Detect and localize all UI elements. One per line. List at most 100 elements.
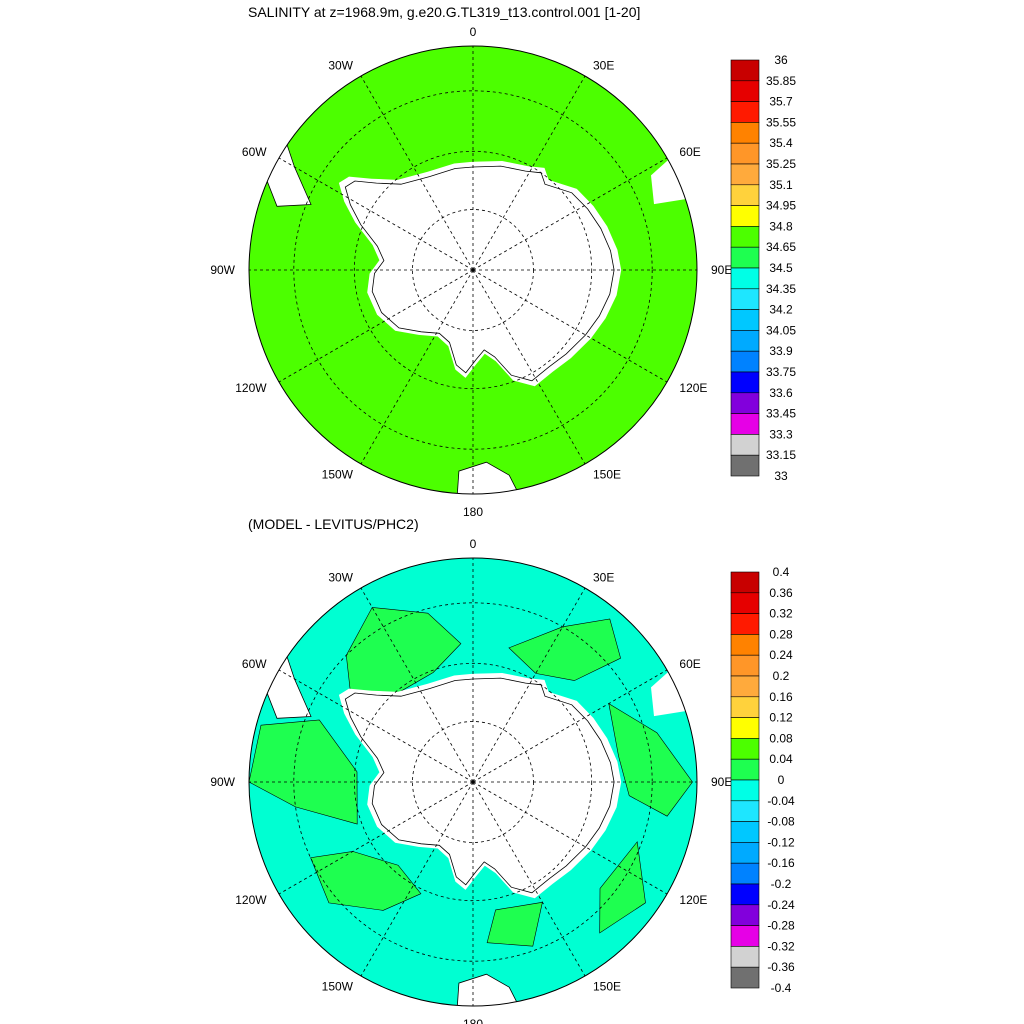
meridian-gridline	[278, 269, 474, 383]
longitude-label: 0	[470, 537, 477, 551]
longitude-label: 60E	[679, 145, 700, 159]
meridian-gridline	[278, 669, 474, 783]
colorbar-label: 36	[774, 53, 788, 67]
colorbar-label: 34.2	[769, 303, 793, 317]
longitude-label: 120W	[235, 893, 267, 907]
colorbar-swatch	[730, 122, 760, 144]
colorbar-swatch	[730, 966, 760, 989]
meridian-gridline	[472, 75, 586, 271]
positive-anomaly-region	[599, 841, 646, 934]
colorbar-label: 35.25	[766, 157, 796, 171]
colorbar-label: 33	[774, 469, 788, 483]
colorbar-label: 34.8	[769, 219, 793, 233]
colorbar-swatch	[730, 904, 760, 926]
colorbar-swatch	[730, 800, 760, 822]
colorbar-label: -0.4	[771, 981, 792, 995]
latitude-gridline	[353, 150, 593, 390]
colorbar-label: 33.75	[766, 365, 796, 379]
latitude-gridline	[293, 90, 653, 450]
colorbar-label: 34.05	[766, 323, 796, 337]
colorbar-swatch	[730, 226, 760, 248]
longitude-label: 90W	[210, 263, 235, 277]
difference-map-title: (MODEL - LEVITUS/PHC2)	[248, 516, 419, 532]
longitude-label: 150W	[322, 979, 354, 993]
colorbar-label: 35.4	[769, 136, 793, 150]
colorbar-swatch	[730, 413, 760, 435]
longitude-label: 30W	[328, 59, 353, 73]
latitude-gridline	[353, 662, 593, 902]
positive-anomaly-region	[249, 719, 358, 825]
longitude-label: 30E	[593, 59, 614, 73]
colorbar-swatch	[730, 246, 760, 269]
colorbar-swatch	[730, 821, 760, 843]
positive-anomaly-region	[486, 901, 543, 947]
colorbar-swatch	[730, 267, 760, 290]
meridian-gridline	[360, 269, 474, 465]
longitude-label: 60W	[242, 145, 267, 159]
colorbar-swatch	[730, 571, 760, 594]
colorbar-label: 35.85	[766, 74, 796, 88]
colorbar-swatch	[730, 184, 760, 206]
colorbar-swatch	[730, 434, 760, 456]
meridian-gridline	[472, 269, 586, 465]
colorbar-swatch	[730, 654, 760, 677]
colorbar-label: 33.3	[769, 427, 793, 441]
salinity-map-panel: 0 30E 60E 90E 120E 150E 180 150W 120W 90W 60W 30W 36…	[210, 25, 796, 519]
latitude-gridline	[293, 602, 653, 962]
colorbar-label: 35.1	[769, 178, 793, 192]
difference-map-panel: 0 30E 60E 90E 120E 150E 180 150W 120W 90W 60W 30W 0.…	[210, 537, 795, 1024]
longitude-label: 180	[463, 505, 483, 519]
colorbar-swatch	[730, 371, 760, 394]
meridian-gridline	[278, 781, 474, 895]
colorbar-swatch	[730, 59, 760, 82]
colorbar-label: -0.16	[767, 856, 795, 870]
longitude-label: 150E	[593, 979, 621, 993]
colorbar-swatch	[730, 330, 760, 352]
colorbar-label: 0.28	[769, 627, 793, 641]
longitude-label: 90E	[711, 775, 732, 789]
colorbar-label: -0.36	[767, 960, 795, 974]
colorbar-label: 0.36	[769, 586, 793, 600]
positive-anomaly-region	[345, 607, 462, 714]
colorbar-swatch	[730, 758, 760, 781]
colorbar-label: 0	[778, 773, 785, 787]
colorbar-swatch	[730, 883, 760, 906]
map-border	[248, 45, 698, 495]
colorbar-label: 35.55	[766, 115, 796, 129]
colorbar-swatch	[730, 205, 760, 227]
new-zealand-landmass	[456, 461, 523, 494]
longitude-label: 90W	[210, 775, 235, 789]
colorbar-swatch	[730, 613, 760, 635]
colorbar-swatch	[730, 717, 760, 739]
meridian-gridline	[360, 781, 474, 977]
colorbar-swatch	[730, 309, 760, 331]
colorbar-swatch	[730, 738, 760, 760]
colorbar-swatch	[730, 862, 760, 885]
longitude-label: 150W	[322, 467, 354, 481]
longitude-label: 60W	[242, 657, 267, 671]
colorbar-label: -0.2	[771, 877, 792, 891]
colorbar-swatch	[730, 454, 760, 477]
meridian-gridline	[472, 669, 668, 783]
colorbar-label: -0.04	[767, 794, 795, 808]
new-zealand-landmass	[456, 973, 523, 1006]
longitude-label: 0	[470, 25, 477, 39]
longitude-label: 90E	[711, 263, 732, 277]
colorbar-swatch	[730, 779, 760, 802]
colorbar-label: -0.24	[767, 898, 795, 912]
colorbar-label: 33.45	[766, 407, 796, 421]
meridian-gridline	[472, 781, 668, 895]
colorbar-swatch	[730, 288, 760, 310]
colorbar-label: 0.2	[773, 669, 790, 683]
colorbar-swatch	[730, 592, 760, 614]
colorbar-swatch	[730, 163, 760, 186]
meridian-gridline	[472, 781, 586, 977]
colorbar-label: -0.32	[767, 939, 795, 953]
colorbar-label: 0.4	[773, 565, 790, 579]
colorbar-label: 34.35	[766, 282, 796, 296]
colorbar-label: 33.15	[766, 448, 796, 462]
longitude-label: 120W	[235, 381, 267, 395]
colorbar-swatch	[730, 392, 760, 414]
salinity-map-title: SALINITY at z=1968.9m, g.e20.G.TL319_t13…	[248, 4, 641, 20]
colorbar-swatch	[730, 675, 760, 698]
